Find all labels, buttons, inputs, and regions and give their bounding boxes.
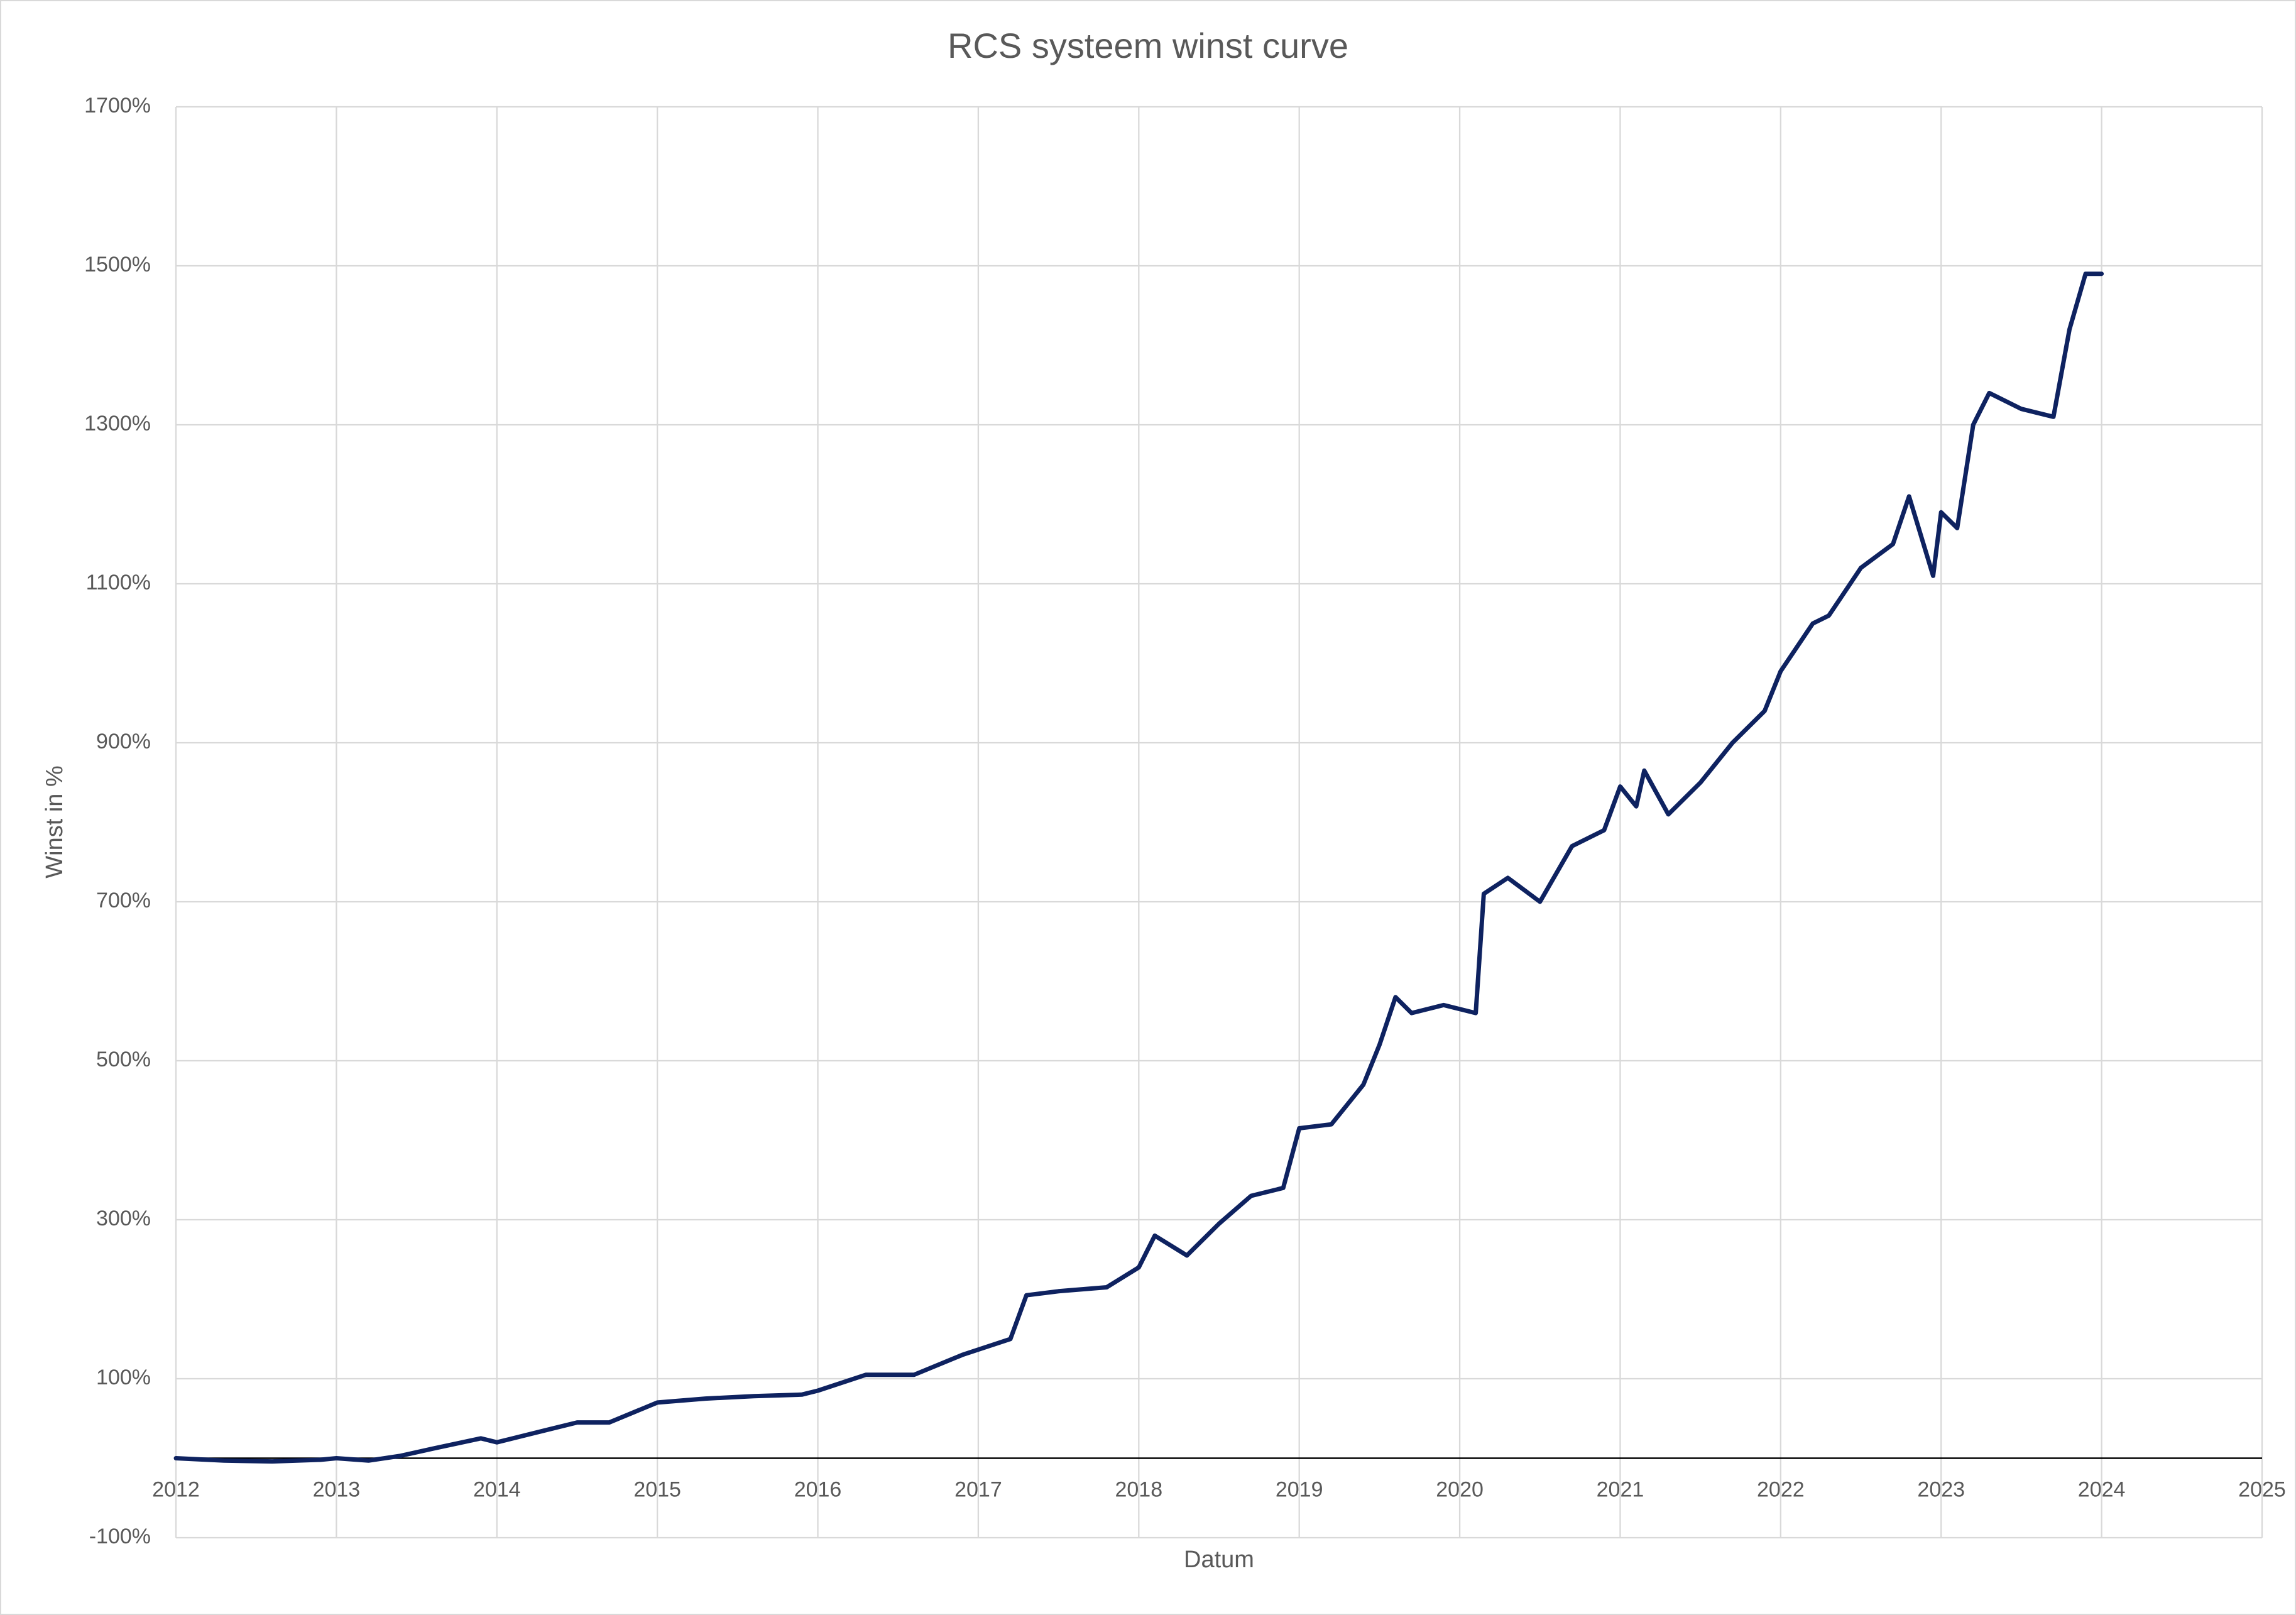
- y-tick-label: 1500%: [84, 253, 151, 276]
- y-tick-label: -100%: [89, 1525, 151, 1548]
- chart-title: RCS systeem winst curve: [948, 26, 1348, 65]
- y-tick-label: 100%: [96, 1366, 151, 1389]
- y-tick-label: 900%: [96, 730, 151, 753]
- y-tick-label: 1100%: [86, 571, 151, 594]
- y-tick-label: 500%: [96, 1048, 151, 1071]
- y-tick-label: 300%: [96, 1207, 151, 1230]
- y-tick-label: 700%: [96, 889, 151, 912]
- x-axis-label: Datum: [1184, 1547, 1254, 1573]
- data-line: [173, 271, 2104, 1464]
- y-tick-label: 1300%: [84, 412, 151, 435]
- y-axis-label: Winst in %: [41, 765, 68, 878]
- y-tick-label: 1700%: [84, 94, 151, 118]
